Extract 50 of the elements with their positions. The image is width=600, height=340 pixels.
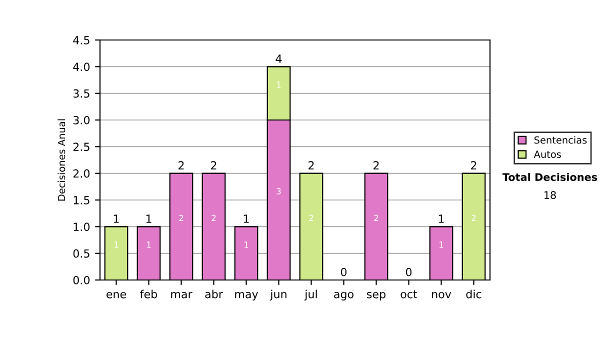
y-tick-label: 1.5 xyxy=(74,196,90,204)
y-tick-label: 4.0 xyxy=(73,62,90,72)
total-label: 1 xyxy=(114,214,119,223)
text: 18 xyxy=(544,191,556,200)
y-tick-label: 0.5 xyxy=(73,249,90,258)
x-tick-label: may xyxy=(235,292,258,300)
x-tick-label: jun xyxy=(270,290,286,300)
total-label: 2 xyxy=(308,161,314,170)
total-label: 1 xyxy=(146,214,152,223)
total-label: 2 xyxy=(471,161,476,170)
y-axis-title: Decisiones Anual xyxy=(58,119,66,201)
x-tick-label: nov xyxy=(432,292,452,298)
data-label: 3 xyxy=(276,188,281,194)
data-label: 1 xyxy=(277,82,281,88)
y-tick-label: 2.5 xyxy=(73,142,90,152)
total-label: 2 xyxy=(178,161,184,170)
y-tick-label: 3.5 xyxy=(73,89,90,98)
total-label: 2 xyxy=(211,161,216,170)
x-tick-label: jul xyxy=(304,290,317,300)
legend-label: Autos xyxy=(534,150,561,158)
x-tick-label: dic xyxy=(466,290,482,298)
y-tick-label: 2.0 xyxy=(73,169,90,178)
data-label: 1 xyxy=(114,242,118,248)
y-tick-label: 4.5 xyxy=(73,36,90,44)
total-label: 1 xyxy=(438,214,444,223)
data-label: 1 xyxy=(147,242,151,248)
x-tick-label: sep xyxy=(367,292,386,300)
data-label: 2 xyxy=(179,214,184,221)
x-tick-label: ene xyxy=(106,292,126,298)
y-tick-label: 3.0 xyxy=(73,116,90,124)
x-tick-label: mar xyxy=(171,292,192,298)
data-label: 2 xyxy=(212,214,216,221)
text: 0 xyxy=(340,268,347,276)
x-tick-label: oct xyxy=(400,290,418,298)
data-label: 2 xyxy=(374,214,378,221)
data-label: 2 xyxy=(309,214,314,221)
x-tick-label: feb xyxy=(140,290,158,298)
text: 0 xyxy=(406,268,412,276)
y-tick-label: 0.0 xyxy=(73,276,90,284)
x-tick-label: ago xyxy=(334,292,354,300)
data-label: 1 xyxy=(244,242,248,248)
total-label: 4 xyxy=(276,54,282,63)
data-label: 2 xyxy=(472,214,476,221)
data-label: 1 xyxy=(440,242,444,248)
x-tick-label: abr xyxy=(205,290,223,298)
text: Total Decisiones xyxy=(502,172,598,182)
total-label: 1 xyxy=(244,214,249,223)
y-tick-label: 1.0 xyxy=(74,222,90,232)
total-label: 2 xyxy=(374,161,379,170)
legend-label: Sentencias xyxy=(534,136,587,144)
